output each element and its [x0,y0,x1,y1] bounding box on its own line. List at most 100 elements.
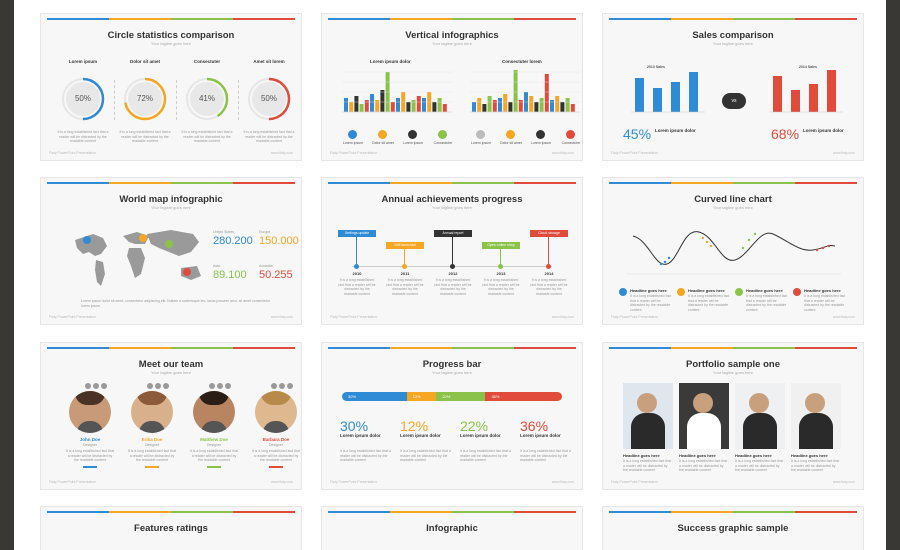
infographic-icon [566,130,575,139]
member-name: Erika Doe [141,437,163,442]
slide-annual-achievements[interactable]: Annual achievements progress Your taglin… [321,177,583,325]
circle-label: Amet sit lorem [253,59,285,64]
social-icon[interactable] [271,383,277,389]
social-icon[interactable] [85,383,91,389]
headline-text: It is a long established fact that a rea… [630,294,672,312]
social-icon[interactable] [155,383,161,389]
slide-portfolio-sample[interactable]: Portfolio sample one Your tagline goes h… [602,342,864,490]
headline-text: It is a long established fact that a rea… [746,294,788,312]
portfolio-text: It is a long established fact that a rea… [679,459,728,472]
divider [176,80,177,120]
step-dot [450,264,455,269]
slide-subtitle: Your tagline goes here [432,370,472,375]
slide-world-map[interactable]: World map infographic Your tagline goes … [40,177,302,325]
step-dot [498,264,503,269]
social-icon[interactable] [209,383,215,389]
left-year-label: 2013 Sales [647,65,665,69]
footer-right: www.flaty.com [270,480,293,484]
slide-vertical-infographics[interactable]: Vertical infographics Your tagline goes … [321,13,583,161]
slide-features-ratings[interactable]: Features ratings [40,506,302,550]
circle-value: 41% [198,94,215,103]
social-icon[interactable] [225,383,231,389]
progress-caption: Lorem ipsum dolor [340,433,381,438]
circle-value: 72% [136,94,153,103]
step-connector [404,249,405,264]
infographic-icon [506,130,515,139]
icon-label: Dolor sit amet [500,141,522,145]
infographic-icon [408,130,417,139]
step-label: Settings update [338,230,376,237]
region-label: Asia [213,264,220,268]
portfolio-photo[interactable] [735,383,785,449]
slide-success-graphic[interactable]: Success graphic sample [602,506,864,550]
headline: Headline goes here [630,288,667,293]
infographic-icon [378,130,387,139]
footer-right: www.flaty.com [270,151,293,155]
progress-caption: Lorem ipsum dolor [460,433,501,438]
portfolio-photo[interactable] [623,383,673,449]
footer-left: Flaty PowerPoint Presentation [330,315,378,319]
portfolio-photo[interactable] [791,383,841,449]
step-label: Open online shop [482,242,520,249]
footer-left: Flaty PowerPoint Presentation [611,151,659,155]
step-year: 2014 [544,271,554,276]
right-year-label: 2014 Sales [799,65,817,69]
social-icon[interactable] [147,383,153,389]
social-icon[interactable] [279,383,285,389]
progress-segment: 36% [485,392,562,401]
circle-value: 50% [260,94,277,103]
progress-value: 30% [340,418,369,434]
progress-segment: 30% [342,392,407,401]
icon-label: Consectuter [433,141,453,145]
color-bar [609,182,857,184]
member-name: John Doe [79,437,101,442]
social-icon[interactable] [101,383,107,389]
icon-label: Consectuter [561,141,581,145]
donut-ring [123,77,167,121]
member-role: Designer [206,443,221,447]
social-icon[interactable] [217,383,223,389]
slide-subtitle: Your tagline goes here [713,370,753,375]
portfolio-headline: Headline goes here [623,453,660,458]
color-bar [609,511,857,513]
member-underline [145,466,159,468]
member-bio: It is a long established fact that a rea… [251,449,301,462]
member-name: Barbara Doe [262,437,290,442]
headline-icon [619,288,627,296]
slide-infographic[interactable]: Infographic [321,506,583,550]
slide-subtitle: Your tagline goes here [713,41,753,46]
slide-subtitle: Your tagline goes here [151,370,191,375]
footer-left: Flaty PowerPoint Presentation [49,315,97,319]
color-bar [328,347,576,349]
color-bar [328,511,576,513]
step-dot [546,264,551,269]
circle-label: Consectuter [193,59,221,64]
circle-label: Lorem ipsum [68,59,98,64]
infographic-icon [438,130,447,139]
slide-subtitle: Your tagline goes here [151,41,191,46]
slide-title: Annual achievements progress [381,194,523,205]
slide-progress-bar[interactable]: Progress bar Your tagline goes here 30% 1… [321,342,583,490]
slide-circle-statistics[interactable]: Circle statistics comparison Your taglin… [40,13,302,161]
step-connector [500,249,501,264]
portfolio-photo[interactable] [679,383,729,449]
slide-curved-line-chart[interactable]: Curved line chart Your tagline goes here… [602,177,864,325]
map-caption: Lorem ipsum dolor sit amet, consectetur … [81,299,271,308]
social-icon[interactable] [287,383,293,389]
social-icon[interactable] [163,383,169,389]
social-icon[interactable] [93,383,99,389]
headline-icon [677,288,685,296]
donut-ring [61,77,105,121]
region-label: Europe [259,230,271,234]
vs-badge: vs [722,93,746,109]
color-bar [47,182,295,184]
avatar [193,391,235,433]
avatar [131,391,173,433]
slide-meet-our-team[interactable]: Meet our team Your tagline goes here Joh… [40,342,302,490]
step-label: Annual report [434,230,472,237]
slide-sales-comparison[interactable]: Sales comparison Your tagline goes here … [602,13,864,161]
footer-left: Flaty PowerPoint Presentation [611,315,659,319]
footer-right: www.flaty.com [832,151,855,155]
region-value: 150.000 [259,235,299,247]
infographic-icon [476,130,485,139]
